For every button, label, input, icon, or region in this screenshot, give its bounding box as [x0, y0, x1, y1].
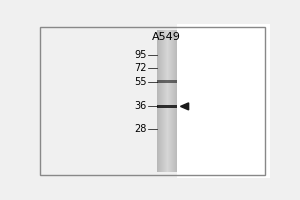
Bar [163, 30, 164, 172]
Bar [38, 24, 177, 178]
Text: A549: A549 [152, 32, 181, 42]
Bar [173, 30, 174, 172]
Bar [164, 30, 165, 172]
Bar [172, 30, 173, 172]
Text: 95: 95 [134, 50, 147, 60]
Bar [170, 30, 171, 172]
Bar [157, 105, 177, 108]
Bar [169, 30, 170, 172]
Bar [158, 30, 159, 172]
Bar [160, 30, 161, 172]
Polygon shape [181, 103, 189, 110]
Bar [167, 30, 168, 172]
Bar [166, 30, 167, 172]
Bar [159, 30, 160, 172]
Text: 72: 72 [134, 63, 147, 73]
Bar [161, 30, 162, 172]
Bar [168, 30, 169, 172]
Bar [169, 30, 170, 172]
Bar [162, 30, 163, 172]
Bar [157, 30, 158, 172]
Bar [176, 30, 177, 172]
Bar [157, 30, 177, 172]
Bar [174, 30, 175, 172]
Bar [157, 80, 177, 83]
Text: 55: 55 [134, 77, 147, 87]
Text: 36: 36 [134, 101, 147, 111]
Bar [171, 30, 172, 172]
Bar [165, 30, 166, 172]
Bar [177, 24, 270, 178]
Text: 28: 28 [134, 124, 147, 134]
